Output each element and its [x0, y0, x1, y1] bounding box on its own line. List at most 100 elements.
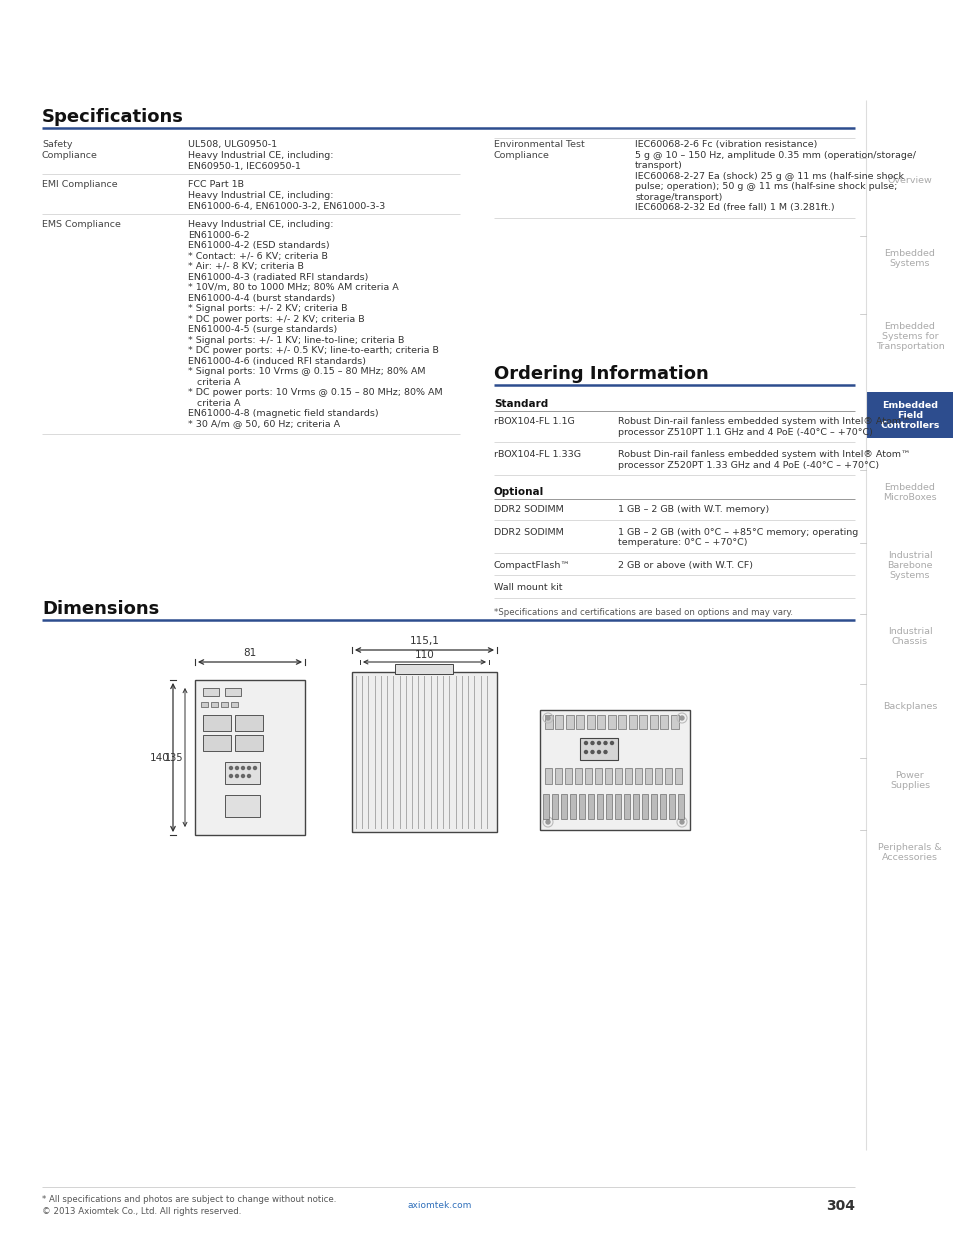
Text: criteria A: criteria A: [188, 399, 240, 408]
Text: Heavy Industrial CE, including:: Heavy Industrial CE, including:: [188, 220, 334, 229]
Text: Barebone: Barebone: [886, 561, 932, 569]
Text: * DC power ports: 10 Vrms @ 0.15 – 80 MHz; 80% AM: * DC power ports: 10 Vrms @ 0.15 – 80 MH…: [188, 388, 442, 397]
Bar: [597, 715, 605, 728]
Text: MicroBoxes: MicroBoxes: [882, 492, 936, 501]
Text: EN61000-4-3 (radiated RFI standards): EN61000-4-3 (radiated RFI standards): [188, 272, 368, 281]
Circle shape: [235, 774, 238, 778]
Bar: [641, 794, 647, 819]
Circle shape: [545, 820, 550, 824]
Bar: [395, 664, 453, 674]
Text: 304: 304: [825, 1199, 854, 1213]
Text: Heavy Industrial CE, including:: Heavy Industrial CE, including:: [188, 191, 334, 200]
Bar: [203, 715, 231, 731]
Bar: [624, 768, 631, 784]
Text: EMI Compliance: EMI Compliance: [42, 180, 117, 189]
Bar: [650, 794, 657, 819]
Bar: [221, 702, 228, 707]
Text: * Signal ports: 10 Vrms @ 0.15 – 80 MHz; 80% AM: * Signal ports: 10 Vrms @ 0.15 – 80 MHz;…: [188, 367, 425, 375]
Text: processor Z510PT 1.1 GHz and 4 PoE (-40°C – +70°C): processor Z510PT 1.1 GHz and 4 PoE (-40°…: [618, 428, 872, 436]
Bar: [234, 715, 263, 731]
Text: 110: 110: [415, 650, 434, 660]
Bar: [575, 768, 581, 784]
Bar: [555, 715, 563, 728]
Bar: [618, 715, 626, 728]
Text: 2 GB or above (with W.T. CF): 2 GB or above (with W.T. CF): [618, 561, 752, 569]
Bar: [670, 715, 679, 728]
Text: EN61000-6-4, EN61000-3-2, EN61000-3-3: EN61000-6-4, EN61000-3-2, EN61000-3-3: [188, 203, 385, 211]
Circle shape: [584, 751, 587, 753]
Circle shape: [610, 742, 613, 745]
Text: * 10V/m, 80 to 1000 MHz; 80% AM criteria A: * 10V/m, 80 to 1000 MHz; 80% AM criteria…: [188, 283, 398, 292]
Text: © 2013 Axiomtek Co., Ltd. All rights reserved.: © 2013 Axiomtek Co., Ltd. All rights res…: [42, 1207, 241, 1216]
Circle shape: [679, 820, 683, 824]
Bar: [201, 702, 208, 707]
Circle shape: [603, 742, 606, 745]
Text: Compliance: Compliance: [42, 150, 98, 160]
Bar: [552, 794, 558, 819]
Bar: [555, 768, 561, 784]
Text: Systems: Systems: [889, 571, 929, 579]
Bar: [539, 710, 689, 830]
Bar: [675, 768, 681, 784]
Text: Specifications: Specifications: [42, 108, 184, 126]
Text: 81: 81: [243, 648, 256, 658]
Text: EN61000-4-2 (ESD standards): EN61000-4-2 (ESD standards): [188, 241, 330, 250]
Text: 5 g @ 10 – 150 Hz, amplitude 0.35 mm (operation/storage/: 5 g @ 10 – 150 Hz, amplitude 0.35 mm (op…: [635, 150, 915, 159]
Text: IEC60068-2-32 Ed (free fall) 1 M (3.281ft.): IEC60068-2-32 Ed (free fall) 1 M (3.281f…: [635, 203, 834, 213]
Bar: [579, 738, 618, 759]
Text: EN61000-6-2: EN61000-6-2: [188, 230, 250, 240]
Text: 1 GB – 2 GB (with 0°C – +85°C memory; operating: 1 GB – 2 GB (with 0°C – +85°C memory; op…: [618, 527, 858, 537]
Text: EN61000-4-5 (surge standards): EN61000-4-5 (surge standards): [188, 324, 337, 334]
Circle shape: [235, 767, 238, 769]
Text: temperature: 0°C – +70°C): temperature: 0°C – +70°C): [618, 538, 747, 547]
Bar: [231, 702, 237, 707]
Bar: [225, 762, 260, 784]
Text: Chassis: Chassis: [891, 636, 927, 645]
Bar: [635, 768, 641, 784]
Text: Field: Field: [896, 410, 923, 419]
Text: rBOX104-FL 1.33G: rBOX104-FL 1.33G: [494, 450, 580, 459]
Bar: [639, 715, 647, 728]
Text: * Signal ports: +/- 2 KV; criteria B: * Signal ports: +/- 2 KV; criteria B: [188, 305, 347, 313]
Bar: [544, 768, 552, 784]
Bar: [564, 768, 572, 784]
Circle shape: [597, 751, 599, 753]
Text: 140: 140: [150, 752, 170, 762]
Bar: [633, 794, 639, 819]
Text: Ordering Information: Ordering Information: [494, 365, 708, 383]
Bar: [615, 794, 620, 819]
Bar: [615, 768, 621, 784]
Circle shape: [590, 751, 594, 753]
Bar: [623, 794, 629, 819]
Text: Heavy Industrial CE, including:: Heavy Industrial CE, including:: [188, 150, 334, 160]
Text: Robust Din-rail fanless embedded system with Intel® Atom™: Robust Din-rail fanless embedded system …: [618, 450, 909, 459]
Circle shape: [590, 742, 594, 745]
Bar: [584, 768, 592, 784]
Text: Systems for: Systems for: [881, 332, 938, 341]
Text: DDR2 SODIMM: DDR2 SODIMM: [494, 527, 563, 537]
Text: axiomtek.com: axiomtek.com: [407, 1201, 472, 1209]
Bar: [203, 735, 231, 751]
Bar: [560, 794, 566, 819]
Bar: [203, 687, 219, 696]
Bar: [352, 672, 497, 832]
Text: 135: 135: [164, 752, 183, 762]
Bar: [865, 392, 953, 438]
Bar: [542, 794, 548, 819]
Text: Embedded: Embedded: [883, 482, 935, 491]
Text: Peripherals &: Peripherals &: [878, 843, 941, 851]
Text: FCC Part 1B: FCC Part 1B: [188, 180, 244, 189]
Bar: [668, 794, 675, 819]
Bar: [225, 796, 260, 817]
Circle shape: [584, 742, 587, 745]
Bar: [605, 794, 612, 819]
Text: Embedded: Embedded: [883, 322, 935, 331]
Text: Transportation: Transportation: [875, 342, 943, 351]
Bar: [678, 794, 683, 819]
Text: Backplanes: Backplanes: [882, 701, 936, 711]
Bar: [565, 715, 574, 728]
Bar: [597, 794, 602, 819]
Bar: [569, 794, 576, 819]
Text: * Contact: +/- 6 KV; criteria B: * Contact: +/- 6 KV; criteria B: [188, 251, 328, 261]
Circle shape: [247, 774, 251, 778]
